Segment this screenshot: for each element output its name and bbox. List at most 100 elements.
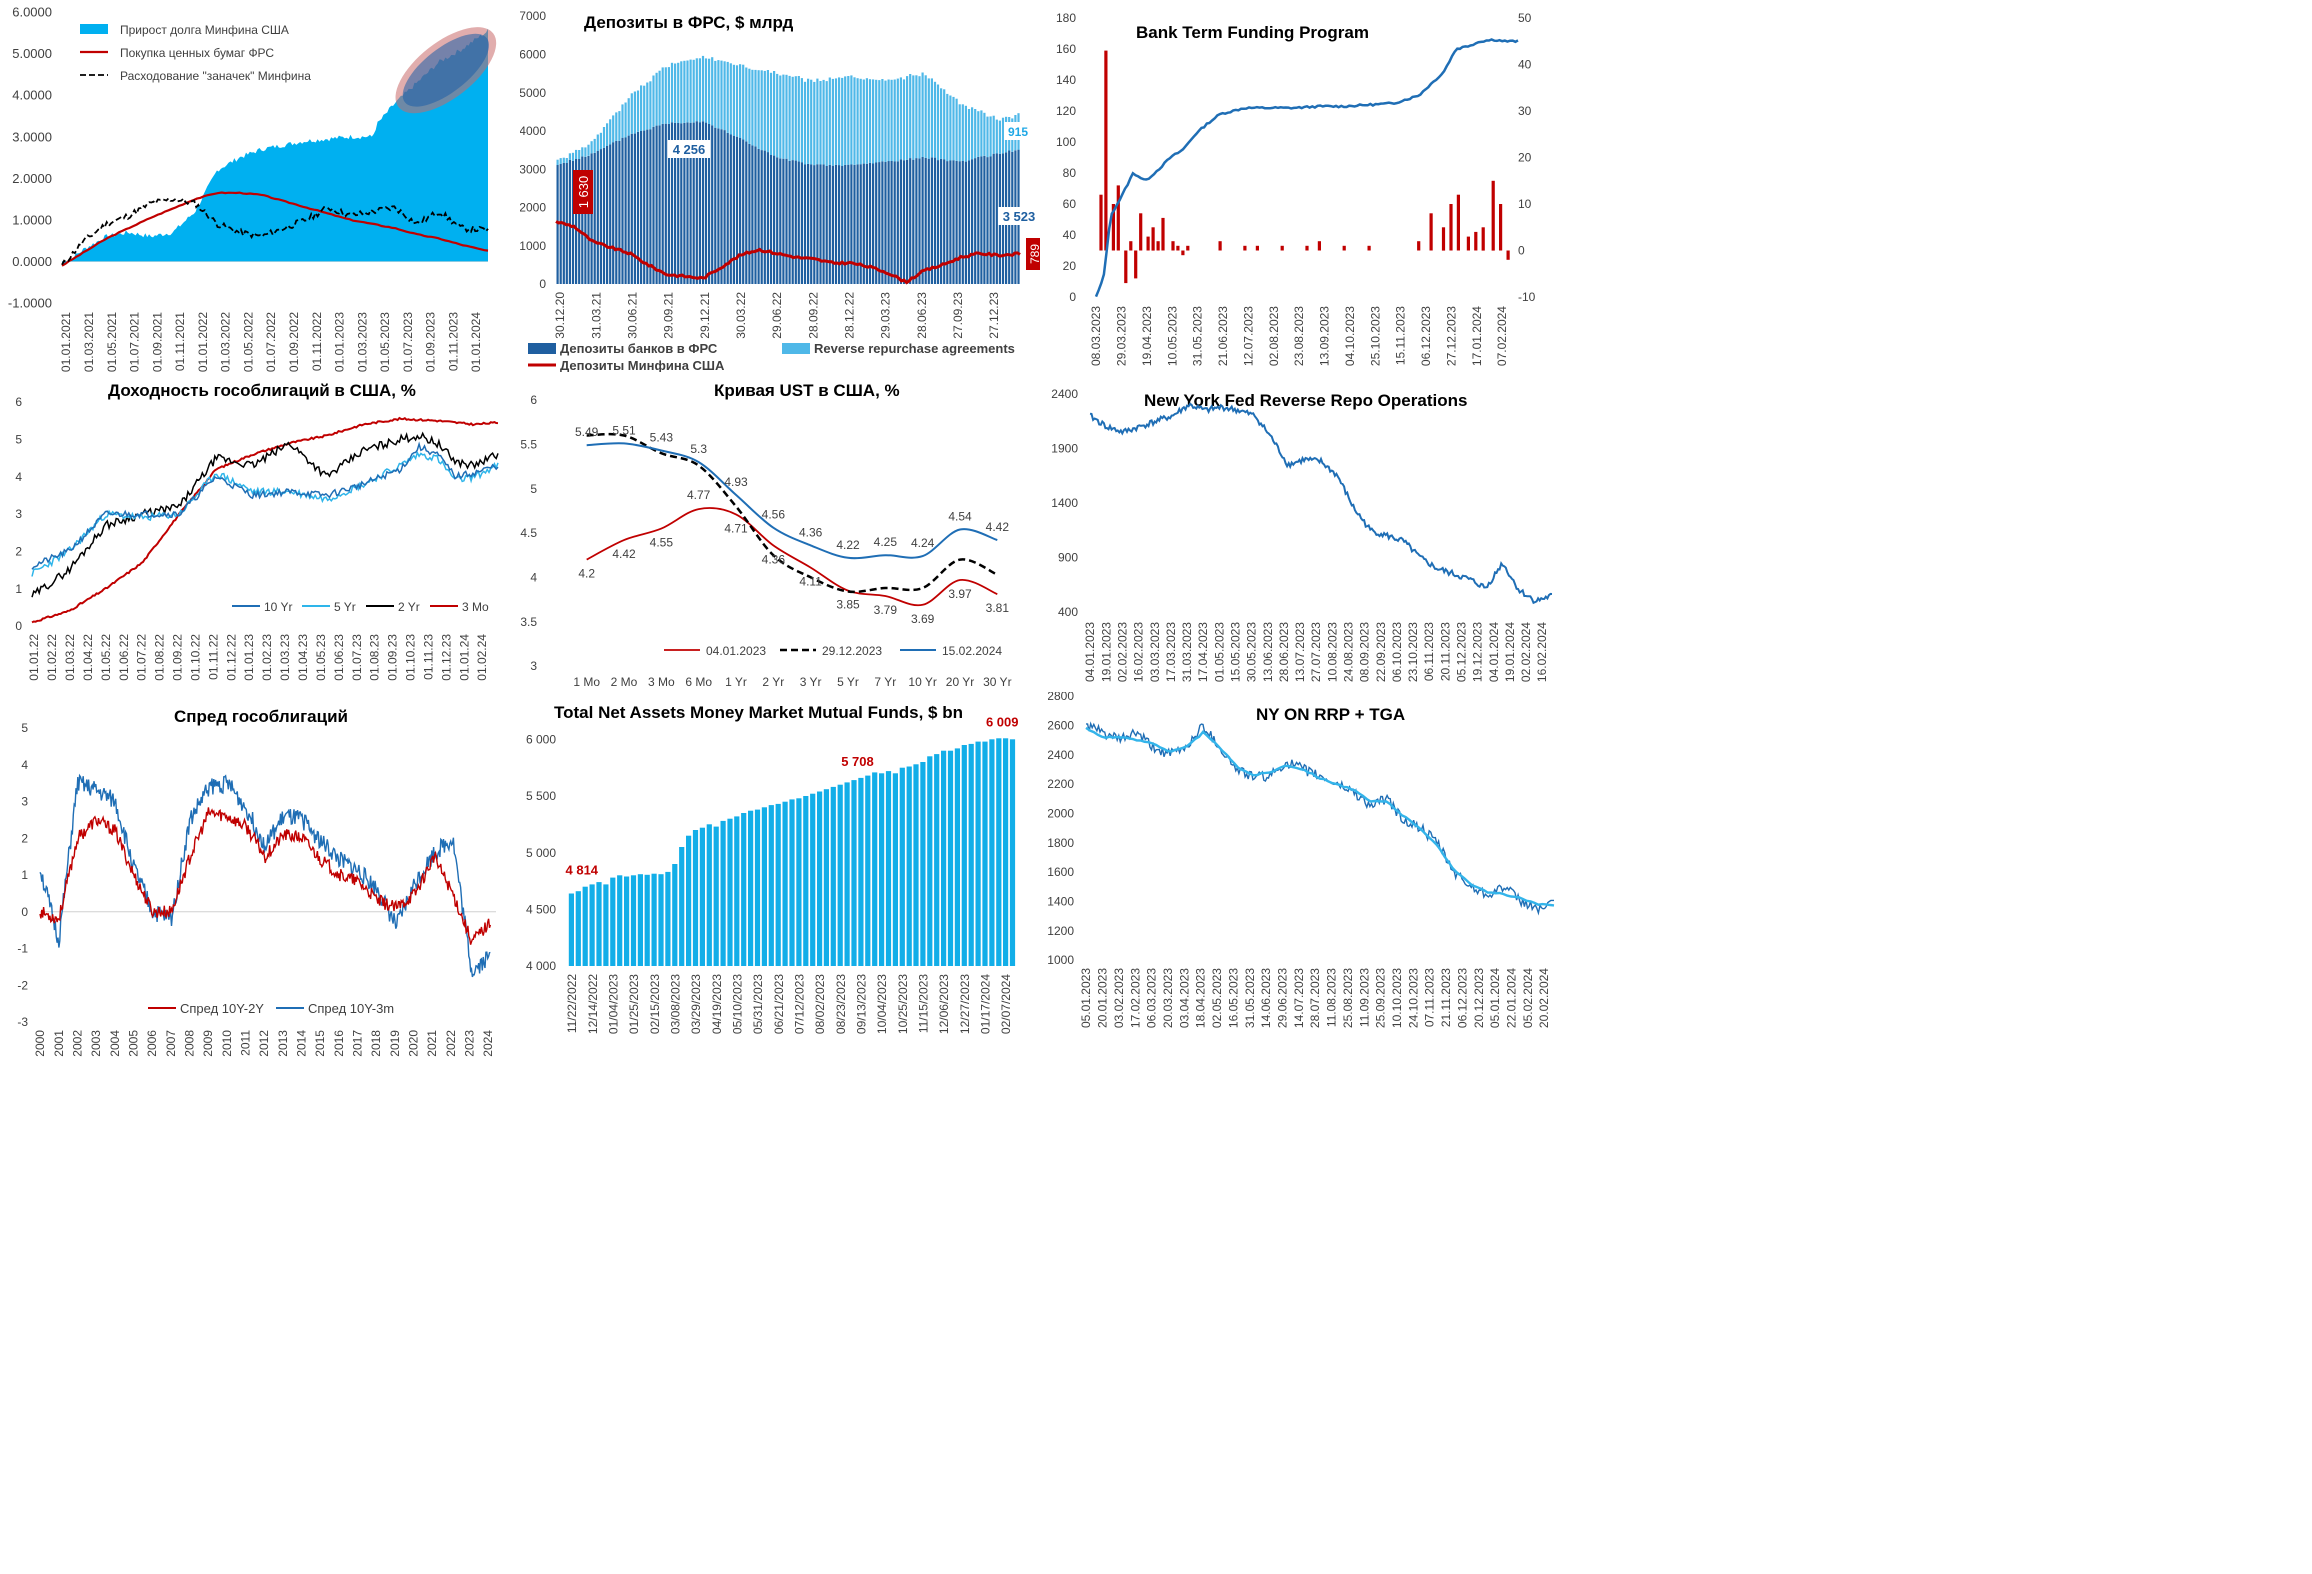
fed-deposits-bank-bar: [955, 160, 958, 284]
yields-legend-1: 5 Yr: [334, 600, 356, 614]
fed-deposits-x-tick-2: 30.06.21: [626, 292, 640, 339]
btfp-x-tick-12: 15.11.2023: [1394, 306, 1408, 365]
rrp-tga-x-tick-5: 20.03.2023: [1161, 968, 1175, 1028]
spread-chart-panel: Спред гособлигаций 5 4 3 2 1 0 -1 -2 -3 2000 2001 20…: [0, 692, 520, 1074]
fed-deposits-rrp-bar: [955, 98, 958, 161]
spread-x-tick-15: 2015: [313, 1030, 327, 1057]
mmf-bar: [823, 789, 829, 966]
fed-deposits-bank-end-box: [998, 207, 1040, 225]
ust-curve-label-jan-0: 4.2: [578, 567, 595, 581]
ust-curve-y-tick-6: 3: [530, 659, 537, 673]
mmf-title: Total Net Assets Money Market Mutual Fun…: [554, 703, 963, 722]
fed-deposits-rrp-bar: [850, 75, 853, 165]
btfp-bar: [1317, 241, 1321, 251]
rrp-chart-panel: New York Fed Reverse Repo Operations 2400…: [1048, 376, 1564, 688]
fed-deposits-bank-bar: [745, 141, 748, 284]
spread-x-tick-13: 2013: [276, 1030, 290, 1057]
rrp-tga-x-tick-25: 05.01.2024: [1488, 968, 1502, 1028]
mmf-bar: [748, 810, 754, 966]
rrp-tga-x-tick-19: 10.10.2023: [1390, 968, 1404, 1028]
fed-deposits-rrp-bar: [853, 77, 856, 165]
rrp-x-tick-28: 16.02.2024: [1535, 622, 1549, 682]
fed-deposits-bank-bar: [720, 129, 723, 284]
rrp-tga-y-tick-7: 1400: [1048, 895, 1074, 909]
btfp-y-tick-left-8: 20: [1063, 259, 1077, 273]
mmf-bar: [803, 796, 809, 966]
fed-deposits-rrp-bar: [788, 75, 791, 161]
fed-deposits-rrp-bar: [989, 116, 992, 157]
spread-chart: Спред гособлигаций 5 4 3 2 1 0 -1 -2 -3 2000 2001 20…: [17, 707, 496, 1057]
ust-curve-label-feb-7: 4.22: [836, 538, 860, 552]
fed-deposits-bank-bar: [844, 164, 847, 284]
fed-deposits-x-tick-9: 29.03.23: [879, 292, 893, 339]
fed-deposits-bank-bar: [568, 159, 571, 284]
fed-deposits-rrp-bar: [971, 107, 974, 160]
fed-deposits-rrp-bar: [794, 76, 797, 161]
fed-deposits-bank-bar: [986, 157, 989, 284]
fed-deposits-rrp-bar: [723, 61, 726, 131]
fed-deposits-rrp-bar: [995, 119, 998, 154]
yields-x-tick-21: 01.10.23: [404, 634, 418, 681]
btfp-x-tick-16: 07.02.2024: [1495, 306, 1509, 366]
fed-deposits-rrp-bar: [640, 85, 643, 131]
btfp-y-tick-left-3: 120: [1056, 104, 1076, 118]
fed-deposits-legend-1: Reverse repurchase agreements: [814, 341, 1015, 356]
fed-deposits-bank-bar: [853, 164, 856, 284]
mmf-label-0: 4 814: [566, 863, 599, 878]
fed-deposits-bank-bar: [927, 158, 930, 284]
fed-deposits-bank-bar: [794, 160, 797, 284]
rrp-x-tick-26: 19.01.2024: [1503, 622, 1517, 682]
fed-deposits-bank-bar: [828, 164, 831, 284]
ust-curve-chart: Кривая UST в США, %65.554.543.531 Mo 2 Mo…: [520, 381, 1011, 688]
rrp-tga-y-tick-3: 2200: [1048, 777, 1074, 791]
ust-curve-y-tick-0: 6: [530, 393, 537, 407]
debt-x-tick-2: 01.05.2021: [105, 312, 119, 372]
btfp-chart-panel: Bank Term Funding Program 180 160 140 120 100…: [1048, 0, 1564, 372]
fed-deposits-bank-bar: [769, 155, 773, 284]
btfp-y-tick-right-5: 0: [1518, 244, 1525, 258]
fed-deposits-rrp-bar: [633, 91, 636, 134]
mmf-x-tick-4: 02/15/2023: [648, 974, 662, 1034]
yields-x-tick-23: 01.12.23: [439, 634, 453, 681]
debt-y-tick-7: -1.0000: [8, 296, 52, 311]
rrp-chart: New York Fed Reverse Repo Operations 2400…: [1051, 387, 1553, 682]
btfp-bar: [1139, 213, 1143, 251]
mmf-y-tick-2: 5 000: [526, 846, 556, 860]
ust-curve-chart-panel: Кривая UST в США, % 6 5.5 5 4.5 4 3.5 3 1 Mo 2 Mo…: [520, 376, 1040, 688]
rrp-tga-x-tick-6: 03.04.2023: [1177, 968, 1191, 1028]
fed-deposits-rrp-bar: [587, 144, 590, 156]
rrp-x-tick-19: 06.10.2023: [1390, 622, 1404, 682]
mmf-bar: [644, 874, 650, 966]
fed-deposits-rrp-bar: [872, 79, 875, 164]
fed-deposits-x-tick-5: 30.03.22: [734, 292, 748, 339]
mmf-x-tick-8: 05/10/2023: [731, 974, 745, 1034]
spread-y-tick-0: 5: [21, 721, 28, 735]
rrp-tga-title: NY ON RRP + TGA: [1256, 705, 1405, 724]
debt-x-tick-1: 01.03.2021: [82, 312, 96, 372]
btfp-y-tick-right-2: 30: [1518, 104, 1532, 118]
spread-x-tick-18: 2018: [369, 1030, 383, 1057]
fed-deposits-rrp-bar: [1001, 117, 1005, 154]
btfp-bar: [1474, 231, 1478, 251]
fed-deposits-x-tick-0: 30.12.20: [553, 292, 567, 339]
fed-deposits-bank-bar: [896, 161, 899, 284]
fed-deposits-y-tick-7: 0: [539, 277, 546, 291]
spread-legend-0: Спред 10Y-2Y: [180, 1001, 264, 1016]
fed-deposits-bank-bar: [726, 132, 729, 284]
fed-deposits-bank-bar: [714, 127, 717, 284]
fed-deposits-rrp-bar: [776, 73, 779, 158]
mmf-bar: [775, 803, 781, 966]
btfp-x-tick-2: 19.04.2023: [1140, 306, 1154, 366]
yields-x-tick-13: 01.02.23: [260, 634, 274, 681]
spread-y-tick-4: 1: [21, 868, 28, 882]
spread-title: Спред гособлигаций: [174, 707, 348, 726]
mmf-bar: [686, 835, 692, 966]
mmf-bar: [699, 827, 705, 966]
fed-deposits-rrp-bar: [717, 60, 720, 129]
fed-deposits-rrp-bar: [933, 81, 937, 158]
mmf-label-2: 6 009: [986, 714, 1019, 729]
debt-x-tick-17: 01.11.2023: [446, 312, 460, 371]
mmf-y-tick-3: 4 500: [526, 903, 556, 917]
btfp-bar: [1099, 194, 1103, 251]
yields-title: Доходность гособлигаций в США, %: [108, 381, 416, 400]
